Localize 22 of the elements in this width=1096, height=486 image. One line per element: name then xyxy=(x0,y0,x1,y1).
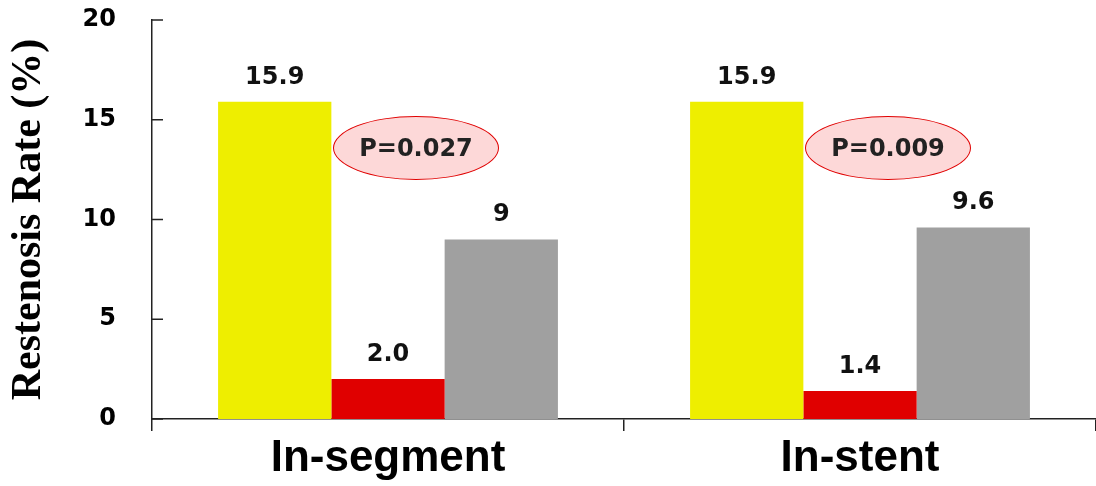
y-tick-label: 15 xyxy=(82,103,116,132)
annotation: P=0.009 xyxy=(831,133,945,162)
y-tick-label: 5 xyxy=(99,303,116,332)
data-label: 2.0 xyxy=(366,339,410,368)
x-tick-label: In-segment xyxy=(270,431,506,481)
annotation: P=0.027 xyxy=(359,133,473,162)
data-label: 9.6 xyxy=(952,187,995,216)
y-tick-label: 10 xyxy=(82,203,116,232)
bar xyxy=(444,239,558,419)
bar xyxy=(916,227,1030,419)
x-tick-label: In-stent xyxy=(780,431,940,481)
data-label: 9 xyxy=(492,199,510,228)
data-label: 15.9 xyxy=(245,61,305,90)
bar xyxy=(331,379,445,419)
data-label: 1.4 xyxy=(838,351,882,380)
y-tick-label: 0 xyxy=(99,403,116,432)
data-label: 15.9 xyxy=(717,61,777,90)
y-tick-label: 20 xyxy=(82,4,116,33)
bar xyxy=(690,101,804,419)
y-axis-title: Restenosis Rate (%) xyxy=(2,38,50,401)
bar xyxy=(218,101,332,419)
bar xyxy=(803,391,917,419)
